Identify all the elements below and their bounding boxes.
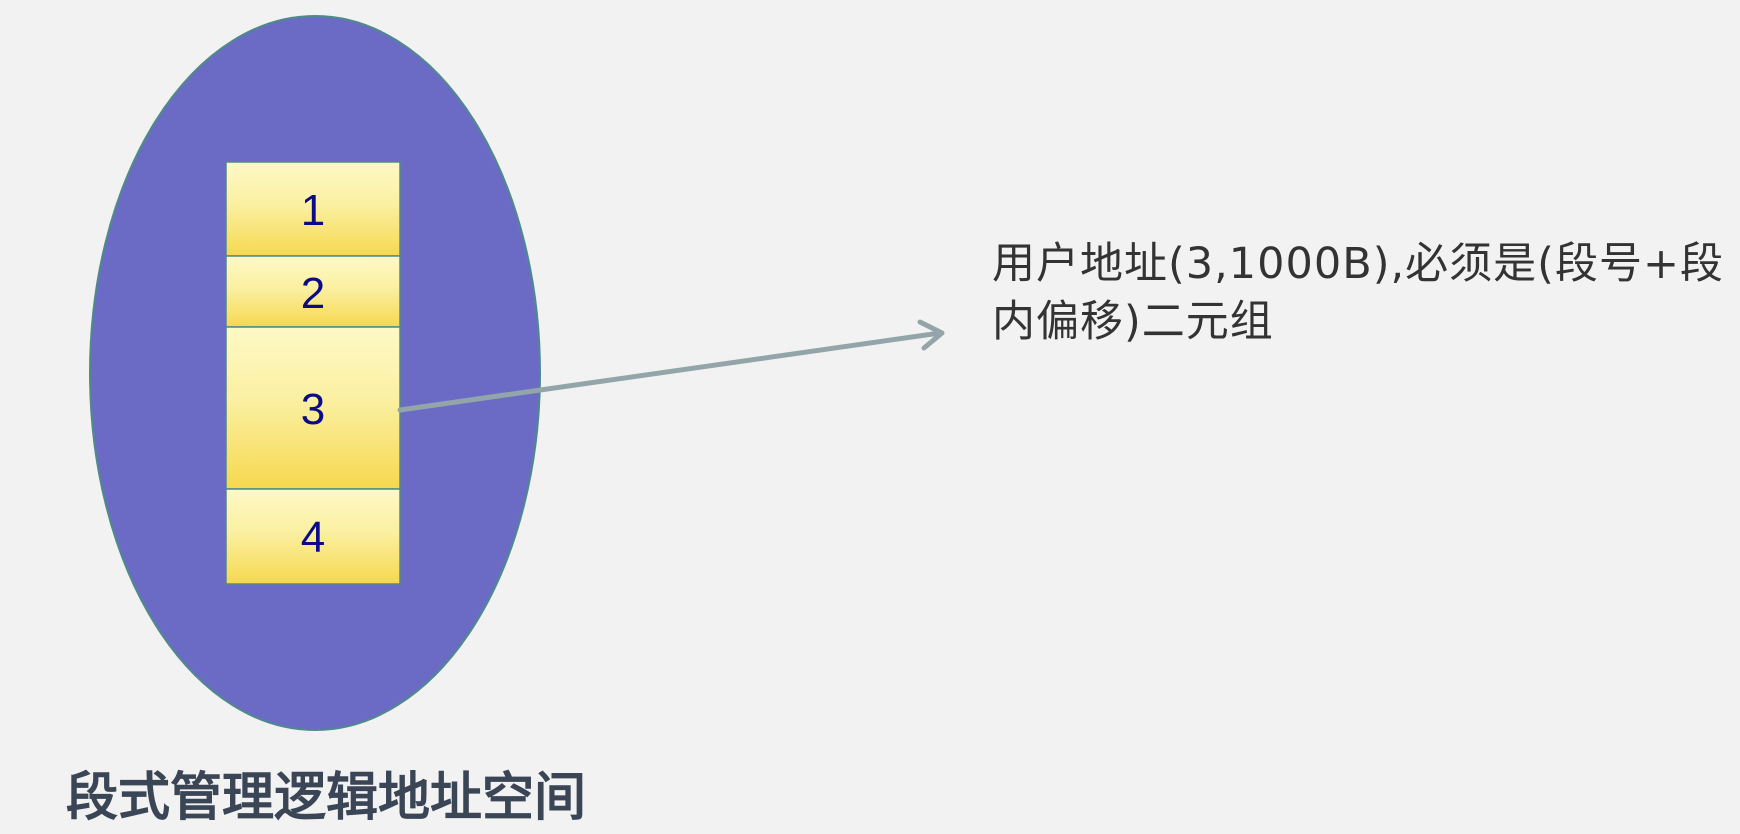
segment-4: 4 xyxy=(226,489,400,584)
segment-1-label: 1 xyxy=(301,186,325,235)
diagram-caption: 段式管理逻辑地址空间 xyxy=(66,755,766,830)
segment-3-label: 3 xyxy=(301,385,325,434)
segment-4-label: 4 xyxy=(301,513,325,562)
segment-3: 3 xyxy=(226,327,400,489)
segment-2: 2 xyxy=(226,256,400,327)
user-address-annotation: 用户地址(3,1000B),必须是(段号+段内偏移)二元组 xyxy=(992,235,1732,351)
segment-2-label: 2 xyxy=(301,269,325,318)
segment-1: 1 xyxy=(226,162,400,256)
